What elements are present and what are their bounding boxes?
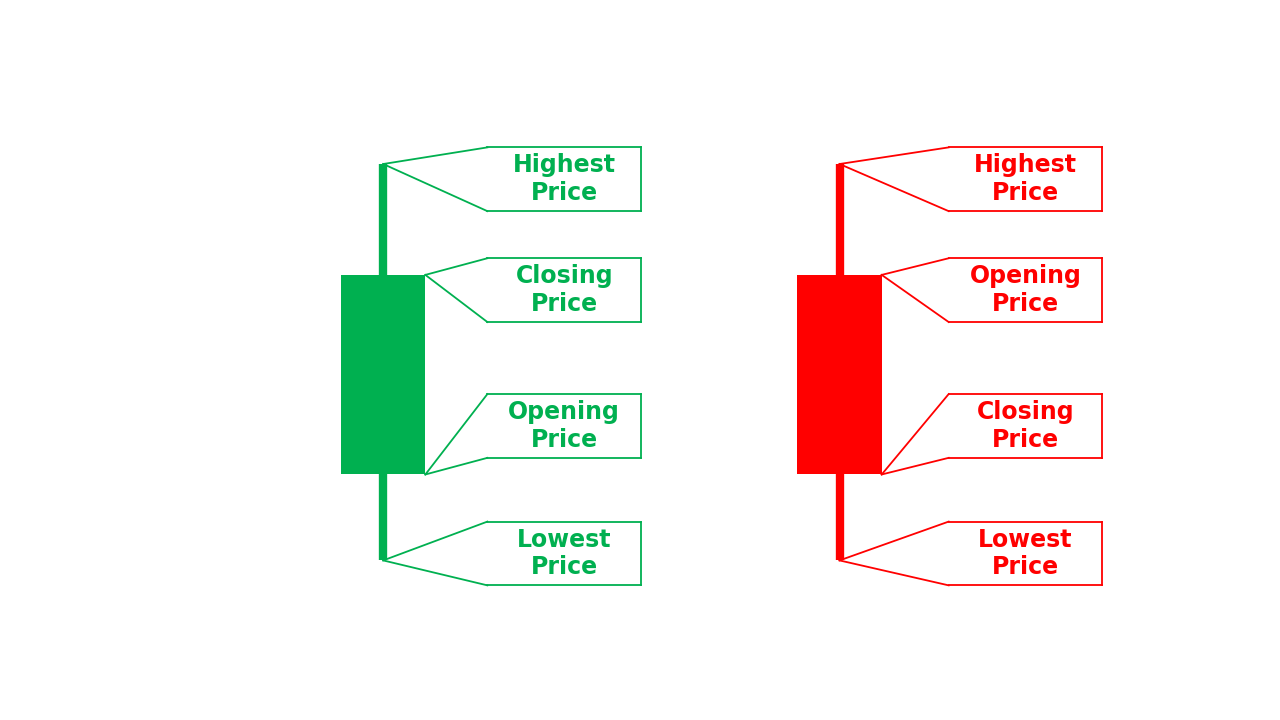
Text: Closing
Price: Closing Price xyxy=(977,400,1074,452)
Text: Closing
Price: Closing Price xyxy=(516,264,613,316)
Text: Highest
Price: Highest Price xyxy=(974,153,1076,205)
Text: Opening
Price: Opening Price xyxy=(508,400,621,452)
Bar xyxy=(340,275,425,474)
Text: Highest
Price: Highest Price xyxy=(513,153,616,205)
Bar xyxy=(797,275,882,474)
Text: Opening
Price: Opening Price xyxy=(969,264,1082,316)
Text: Lowest
Price: Lowest Price xyxy=(517,528,612,580)
Text: Lowest
Price: Lowest Price xyxy=(978,528,1073,580)
